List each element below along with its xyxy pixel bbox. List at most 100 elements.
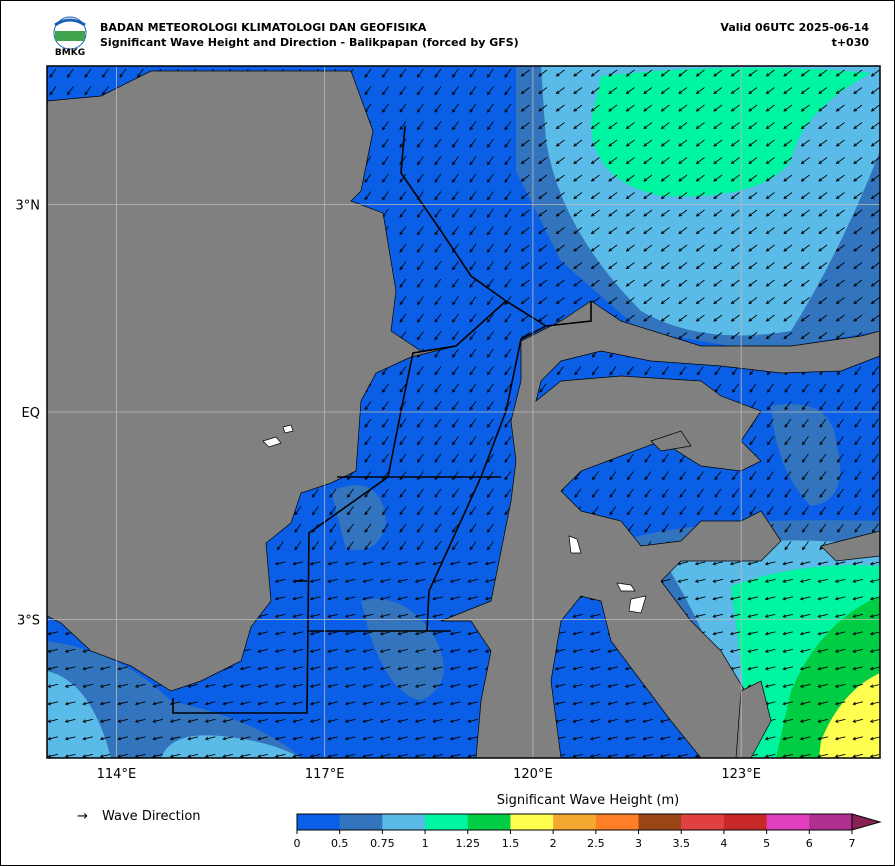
wave-arrow-head [765, 73, 770, 77]
wave-arrow-head [49, 74, 53, 78]
wave-arrow-head [467, 631, 472, 636]
wave-arrow [223, 718, 233, 723]
wave-arrow-head [713, 90, 718, 94]
wave-arrow [293, 718, 303, 723]
zone [361, 599, 444, 701]
wave-arrow [399, 103, 407, 113]
wave-arrow-head [872, 494, 876, 498]
wave-arrow [748, 561, 758, 565]
wave-arrow [275, 648, 286, 653]
wave-arrow [713, 631, 723, 635]
wave-arrow [556, 314, 565, 322]
wave-arrow [329, 541, 337, 550]
wave-arrow [608, 69, 618, 77]
wave-arrow-head [660, 73, 665, 77]
wave-arrow-head [379, 579, 384, 583]
wave-arrow-head [749, 441, 753, 446]
wave-arrow [765, 683, 776, 688]
wave-arrow [783, 157, 793, 164]
wave-arrow [836, 314, 845, 322]
wave-arrow-head [818, 143, 823, 147]
wave-arrow-head [187, 736, 192, 741]
wave-arrow-head [624, 684, 629, 688]
wave-arrow [818, 332, 828, 339]
wave-arrow [434, 453, 442, 463]
wave-arrow [399, 436, 407, 445]
wave-arrow-head [870, 195, 875, 199]
wave-arrow-head [520, 143, 525, 147]
wave-arrow [644, 488, 652, 498]
wave-arrow [240, 683, 251, 688]
wave-arrow-head [660, 283, 665, 287]
wave-arrow [608, 122, 618, 129]
wave-arrow [504, 436, 512, 445]
wave-arrow-head [538, 125, 543, 129]
wave-arrow-head [99, 736, 104, 741]
wave-arrow [258, 683, 268, 688]
wave-arrow [854, 418, 862, 428]
wave-arrow-head [117, 666, 122, 671]
wave-arrow [871, 104, 880, 112]
wave-arrow-head [274, 719, 279, 723]
wave-arrow-head [835, 230, 840, 234]
wave-arrow [100, 718, 111, 723]
wave-arrow-head [344, 614, 349, 618]
wave-arrow-head [449, 561, 454, 566]
wave-arrow [275, 683, 286, 688]
colorbar-tick-label: 6 [806, 837, 813, 850]
wave-arrow [434, 261, 442, 270]
wave-arrow-head [538, 108, 543, 112]
wave-arrow [643, 297, 653, 304]
wave-arrow [417, 103, 424, 113]
wave-arrow-head [292, 579, 297, 583]
wave-arrow [871, 157, 880, 164]
wave-arrow [696, 262, 705, 269]
wave-arrow-head [609, 354, 613, 358]
wave-arrow-head [817, 631, 822, 636]
wave-arrow-head [469, 336, 473, 341]
wave-arrow-head [853, 73, 858, 77]
wave-arrow-head [819, 546, 823, 551]
wave-arrow-head [869, 754, 874, 758]
wave-arrow [765, 648, 776, 653]
wave-arrow-head [452, 511, 456, 516]
wave-arrow [713, 139, 723, 147]
wave-arrow [800, 718, 811, 723]
wave-arrow [748, 332, 758, 339]
wave-arrow [312, 488, 319, 498]
wave-arrow-head [414, 614, 419, 618]
wave-arrow [347, 541, 354, 550]
wave-arrow [487, 366, 494, 375]
wave-arrow-head [800, 160, 805, 164]
wave-arrow-head [590, 213, 595, 217]
wave-arrow [731, 157, 740, 164]
wave-arrow [100, 701, 111, 705]
wave-arrow [818, 648, 828, 653]
wave-arrow-head [257, 666, 262, 671]
wave-arrow [766, 244, 775, 252]
wave-arrow [696, 332, 705, 339]
wave-arrow [521, 297, 530, 304]
wave-arrow [450, 753, 461, 758]
wave-arrow [382, 68, 389, 78]
wave-arrow [644, 366, 652, 375]
wave-arrow [836, 122, 845, 129]
wave-arrow-head [99, 754, 104, 758]
wave-arrow [258, 613, 268, 618]
wave-arrow [434, 488, 442, 498]
wave-arrow-head [292, 614, 297, 618]
wave-arrow [870, 718, 880, 723]
wave-arrow-head [362, 614, 367, 618]
wave-arrow-head [869, 561, 874, 566]
wave-arrow [312, 541, 319, 550]
wave-arrow [835, 701, 846, 705]
wave-arrow [590, 683, 601, 688]
wave-arrow [415, 753, 426, 758]
wave-arrow [556, 139, 565, 147]
wave-arrow-head [679, 371, 683, 376]
wave-arrow-head [382, 91, 386, 96]
wave-arrow [364, 401, 372, 410]
wave-arrow [555, 666, 566, 670]
wave-arrow-head [294, 529, 298, 533]
wave-arrow-head [748, 73, 753, 77]
